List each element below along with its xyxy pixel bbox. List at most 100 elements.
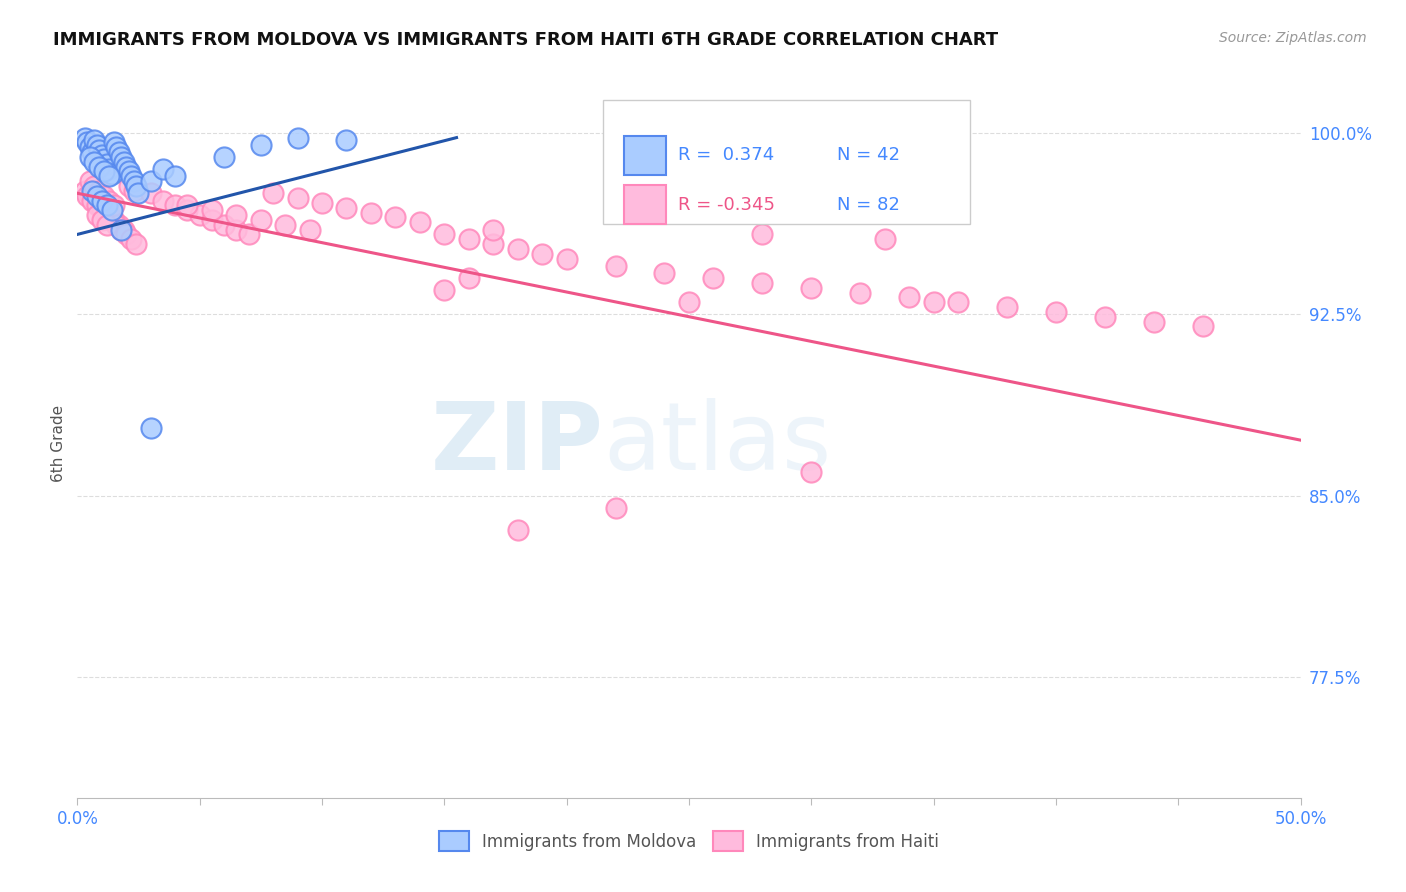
Point [96,198,118,212]
Point [1094,310,1116,324]
Point [73,130,96,145]
Point [433,227,456,242]
Point [201,213,224,227]
Point [86,188,108,202]
Point [90,147,112,161]
Text: IMMIGRANTS FROM MOLDOVA VS IMMIGRANTS FROM HAITI 6TH GRADE CORRELATION CHART: IMMIGRANTS FROM MOLDOVA VS IMMIGRANTS FR… [53,31,998,49]
Point [139,421,162,435]
Point [110,222,132,236]
Point [555,252,578,266]
Point [433,283,456,297]
Point [86,208,108,222]
Point [83,194,105,208]
Point [678,295,700,310]
Point [238,227,260,242]
Point [80,184,103,198]
Point [110,150,132,164]
Point [93,188,115,202]
Point [90,203,112,218]
Point [1191,319,1213,334]
Point [212,150,235,164]
Point [250,213,273,227]
Point [506,523,529,537]
Point [83,154,105,169]
Point [98,169,121,184]
Point [103,213,125,227]
Point [298,222,321,236]
Point [482,222,505,236]
Point [152,162,174,177]
Point [98,194,121,208]
Point [118,164,141,178]
Point [531,247,554,261]
Point [457,232,479,246]
Point [112,154,135,169]
Point [250,137,273,152]
Text: Source: ZipAtlas.com: Source: ZipAtlas.com [1219,31,1367,45]
Point [457,271,479,285]
Point [103,198,125,212]
Point [89,143,111,157]
Point [125,179,148,194]
Point [335,201,357,215]
Point [1143,314,1166,328]
Point [751,276,773,290]
Point [98,162,121,177]
Y-axis label: 6th Grade: 6th Grade [51,405,66,483]
Point [335,133,357,147]
Text: R =  0.374: R = 0.374 [678,146,775,164]
Point [360,205,382,219]
Point [482,237,505,252]
Point [1045,305,1067,319]
Point [118,179,141,194]
Point [800,465,823,479]
Point [311,196,333,211]
Point [96,208,118,222]
Point [79,174,101,188]
Point [83,179,105,194]
Point [76,188,98,202]
Point [262,186,284,201]
Point [409,215,432,229]
Point [108,218,131,232]
Point [225,222,247,236]
Point [108,145,131,160]
Point [100,203,122,218]
Point [112,222,135,236]
Point [89,184,111,198]
Point [849,285,872,300]
Point [122,184,145,198]
Point [384,211,406,225]
FancyBboxPatch shape [603,100,970,224]
Point [873,232,896,246]
Point [212,218,235,232]
Point [152,194,174,208]
Point [287,130,309,145]
Point [946,295,969,310]
Point [995,300,1018,314]
Point [751,227,773,242]
Point [100,213,122,227]
Point [125,237,148,252]
Point [115,160,138,174]
Point [105,218,128,232]
Point [201,203,224,218]
Point [188,208,211,222]
Point [93,164,115,178]
Point [702,271,724,285]
Point [80,194,103,208]
Point [127,186,149,201]
Text: ZIP: ZIP [430,398,603,490]
Point [80,145,103,160]
Point [89,198,111,212]
Point [110,222,132,236]
Point [105,140,128,154]
Point [89,160,111,174]
Text: N = 82: N = 82 [837,195,900,214]
Point [76,136,98,150]
Point [96,157,118,171]
Point [73,184,96,198]
Point [165,198,187,212]
Point [79,150,101,164]
Point [165,169,187,184]
